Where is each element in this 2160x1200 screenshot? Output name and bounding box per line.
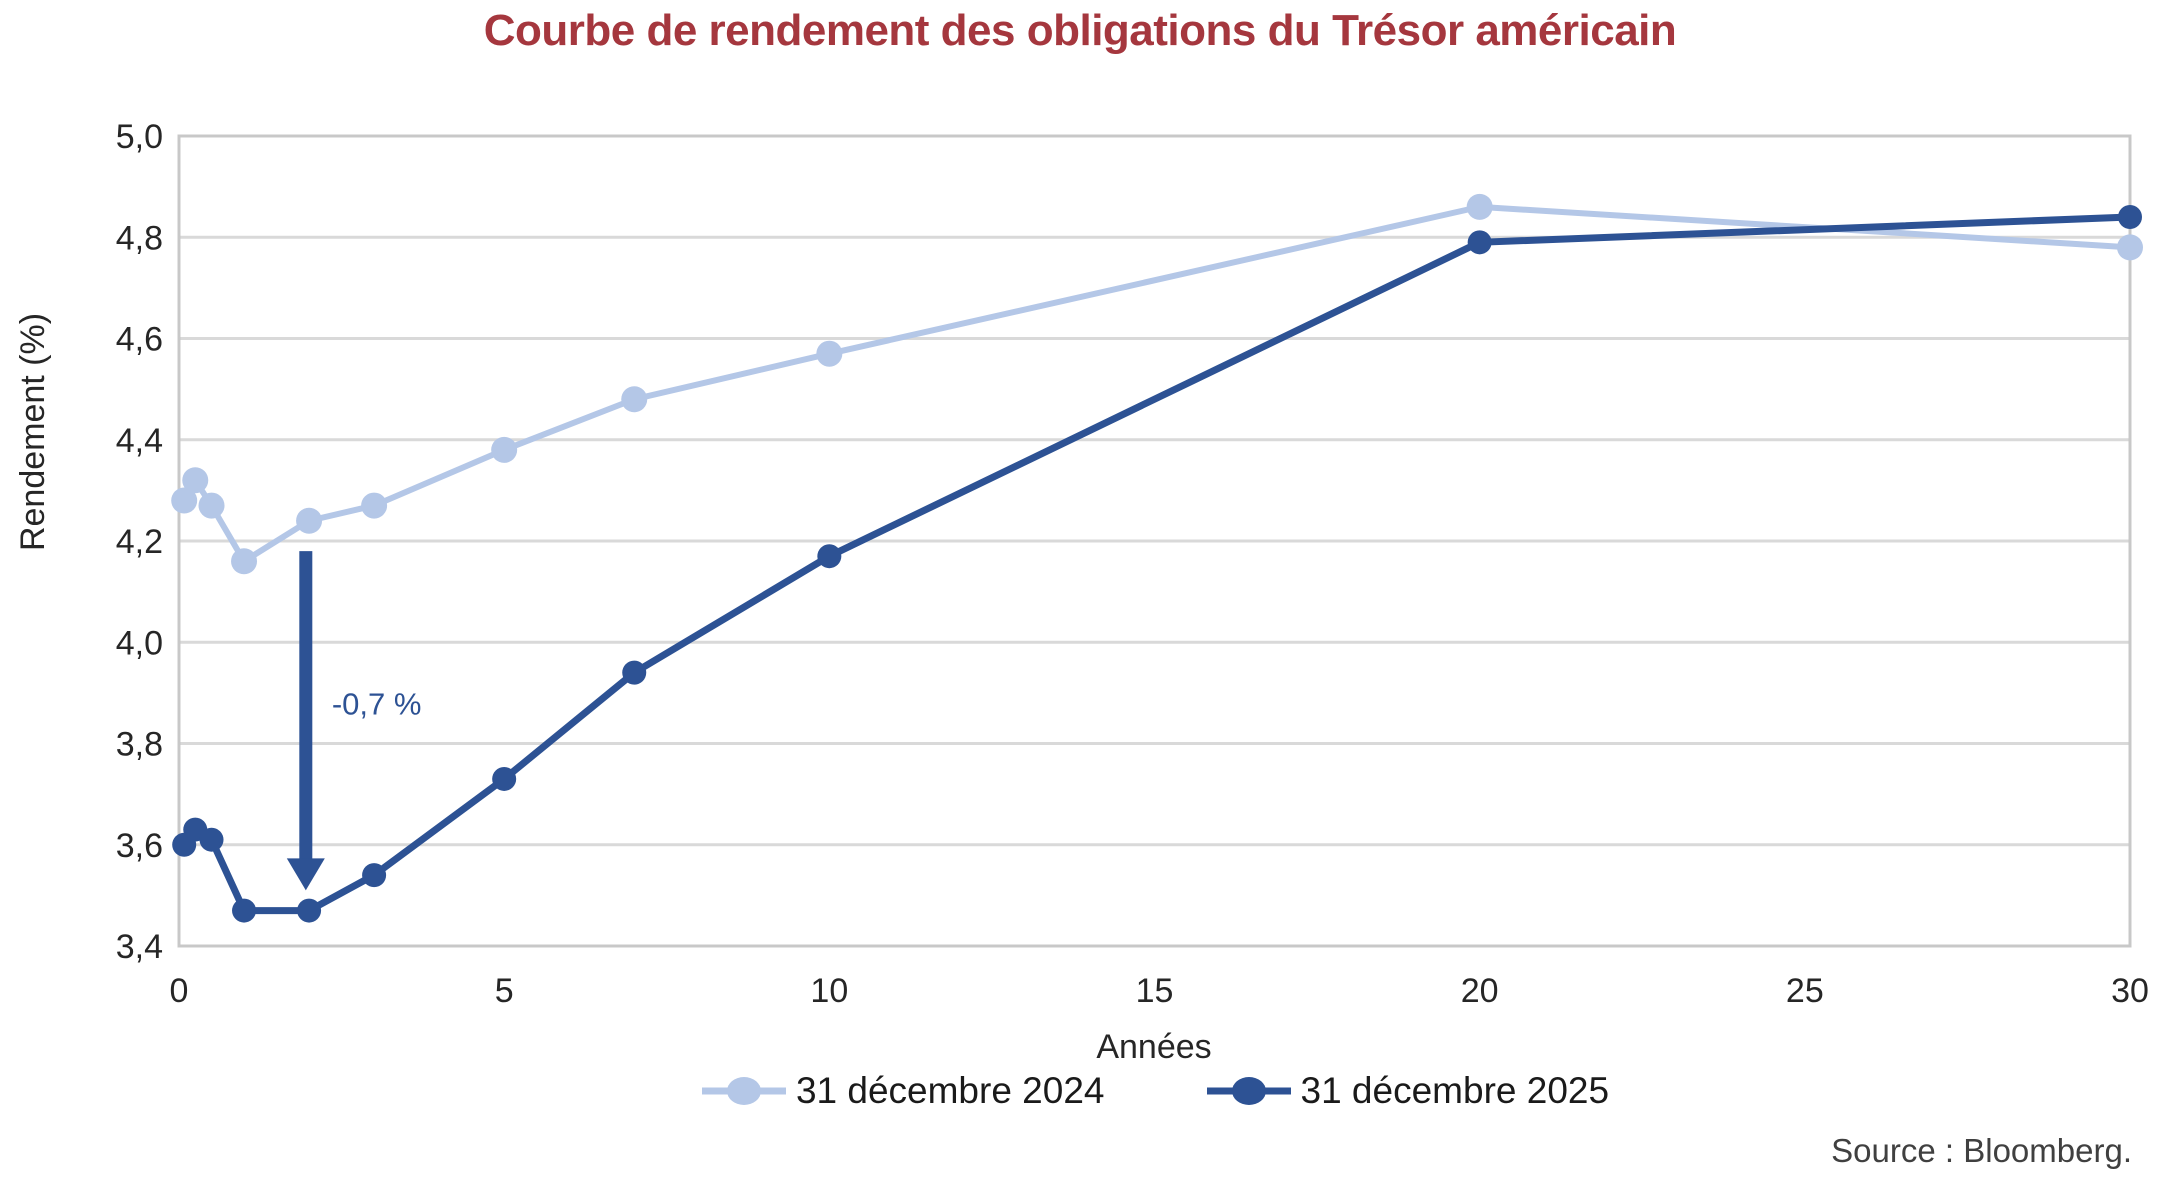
legend-item: 31 décembre 2024 xyxy=(700,1070,1105,1112)
chart-legend: 31 décembre 2024 31 décembre 2025 xyxy=(179,1070,2130,1112)
x-axis-title: Années xyxy=(1096,1028,1211,1066)
source-note: Source : Bloomberg. xyxy=(1831,1132,2132,1169)
data-point-2025 xyxy=(362,863,387,888)
data-point-2025 xyxy=(297,898,322,923)
data-point-2024 xyxy=(296,507,323,534)
y-tick-label: 4,4 xyxy=(116,422,163,460)
annotation-arrow-head xyxy=(286,858,325,891)
data-point-2025 xyxy=(622,660,647,685)
legend-marker-icon xyxy=(1206,1077,1291,1105)
data-point-2024 xyxy=(491,436,518,463)
y-tick-label: 4,6 xyxy=(116,321,163,359)
x-tick-label: 0 xyxy=(170,972,189,1010)
data-point-2024 xyxy=(2117,234,2143,261)
data-point-2025 xyxy=(199,827,224,852)
series-line-2025 xyxy=(180,213,2134,915)
data-point-2024 xyxy=(198,492,225,519)
chart-title: Courbe de rendement des obligations du T… xyxy=(483,6,1677,55)
data-point-2024 xyxy=(171,487,198,514)
x-tick-label: 20 xyxy=(1461,972,1499,1010)
y-tick-label: 3,6 xyxy=(116,827,163,865)
legend-item: 31 décembre 2025 xyxy=(1205,1070,1610,1112)
y-tick-label: 4,8 xyxy=(116,219,163,257)
x-tick-label: 5 xyxy=(495,972,514,1010)
plot-graphics: 3,4 3,6 3,8 4,0 4,2 4,4 4,6 4,8 5,0 0 5 10 15 20 25 30 -… xyxy=(116,118,2149,1010)
x-tick-label: 15 xyxy=(1136,972,1174,1010)
y-tick-label: 4,2 xyxy=(116,523,163,561)
plot-border xyxy=(177,134,2132,948)
legend-label: 31 décembre 2025 xyxy=(1300,1070,1610,1111)
x-tick-label: 30 xyxy=(2111,972,2149,1010)
data-point-2025 xyxy=(492,766,517,791)
y-tick-label: 3,8 xyxy=(116,726,163,764)
data-point-2024 xyxy=(231,548,258,575)
data-point-2024 xyxy=(621,386,648,413)
data-point-2024 xyxy=(361,492,388,519)
data-point-2024 xyxy=(182,467,209,494)
legend-marker-icon xyxy=(701,1077,786,1105)
series-line-2024 xyxy=(181,203,2133,565)
data-point-2025 xyxy=(2118,205,2142,229)
legend-label: 31 décembre 2024 xyxy=(795,1070,1105,1111)
data-point-2025 xyxy=(232,898,257,923)
data-point-2025 xyxy=(817,544,842,569)
data-point-2024 xyxy=(1466,193,1493,220)
y-tick-label: 3,4 xyxy=(116,928,163,966)
x-tick-label: 25 xyxy=(1786,972,1824,1010)
y-axis-title: Rendement (%) xyxy=(14,313,52,551)
data-point-2024 xyxy=(816,340,843,367)
x-tick-label: 10 xyxy=(810,972,848,1010)
data-point-2025 xyxy=(1467,230,1492,255)
y-tick-label: 4,0 xyxy=(116,624,163,662)
y-tick-label: 5,0 xyxy=(116,118,163,156)
annotation-label: -0,7 % xyxy=(332,687,422,722)
